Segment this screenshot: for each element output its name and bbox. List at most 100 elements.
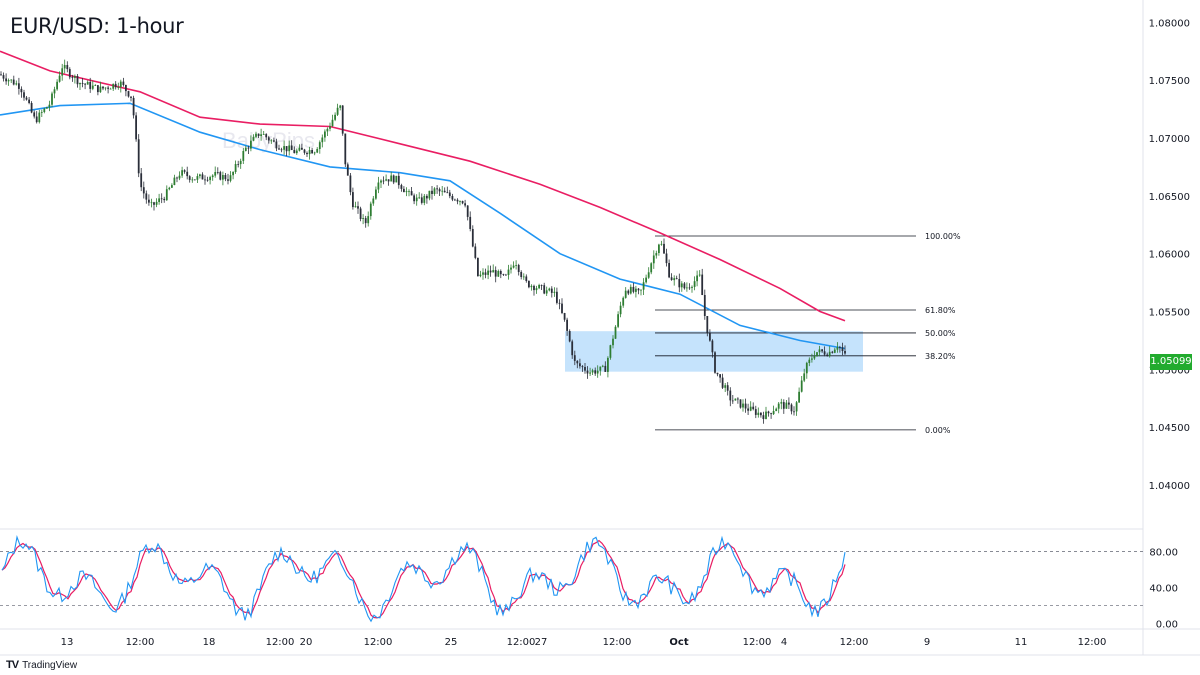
candle-body bbox=[137, 139, 140, 174]
candle-body bbox=[178, 175, 181, 179]
candle-body bbox=[594, 370, 597, 374]
candle-body bbox=[637, 288, 640, 291]
candle-body bbox=[107, 87, 109, 89]
candle-body bbox=[800, 380, 803, 392]
candle-body bbox=[734, 398, 737, 401]
candle-body bbox=[706, 316, 709, 333]
candle-body bbox=[749, 406, 752, 411]
candle-body bbox=[484, 272, 487, 275]
candle-body bbox=[601, 365, 604, 367]
candle-body bbox=[7, 80, 10, 82]
candle-body bbox=[678, 279, 681, 288]
candle-body bbox=[336, 107, 339, 115]
candle-body bbox=[206, 179, 209, 181]
candle-body bbox=[767, 411, 770, 414]
time-tick-label: 25 bbox=[445, 637, 458, 648]
candle-body bbox=[357, 206, 359, 209]
candle-body bbox=[397, 175, 400, 186]
candle-body bbox=[818, 349, 821, 353]
candle-body bbox=[579, 363, 581, 367]
fibonacci-retracement: 100.00% 61.80% 50.00% 38.20% 0.00% bbox=[655, 232, 961, 435]
candle-body bbox=[308, 150, 311, 155]
candle-body bbox=[239, 160, 242, 165]
time-tick-label: 12:00 bbox=[840, 637, 869, 648]
candle-body bbox=[612, 338, 614, 346]
candle-body bbox=[561, 303, 563, 313]
time-tick-label: 12:00 bbox=[603, 637, 632, 648]
candle-body bbox=[68, 69, 71, 78]
candle-body bbox=[696, 275, 698, 282]
candle-body bbox=[81, 83, 84, 84]
time-tick-label: 20 bbox=[300, 637, 313, 648]
candle-body bbox=[775, 408, 778, 412]
candle-body bbox=[668, 263, 670, 278]
candle-body bbox=[502, 274, 505, 275]
candle-body bbox=[533, 285, 535, 291]
candle-body bbox=[650, 263, 653, 273]
candle-body bbox=[0, 74, 2, 76]
candle-body bbox=[257, 133, 260, 136]
candle-body bbox=[754, 409, 757, 415]
candle-body bbox=[632, 286, 635, 292]
candle-body bbox=[66, 65, 69, 70]
candle-body bbox=[234, 164, 237, 172]
candle-body bbox=[349, 175, 352, 193]
candle-body bbox=[553, 291, 556, 293]
candle-body bbox=[663, 243, 665, 254]
candle-body bbox=[303, 149, 306, 153]
candle-body bbox=[329, 126, 331, 129]
candle-body bbox=[352, 192, 354, 208]
candle-body bbox=[229, 175, 232, 181]
candle-body bbox=[191, 179, 194, 181]
candle-body bbox=[214, 172, 217, 176]
candle-body bbox=[711, 340, 714, 353]
candle-body bbox=[609, 345, 612, 358]
candle-body bbox=[418, 197, 421, 199]
candle-body bbox=[346, 164, 349, 176]
candle-body bbox=[617, 314, 619, 327]
candle-body bbox=[683, 283, 686, 289]
candle-body bbox=[79, 83, 81, 85]
time-tick-label: 27 bbox=[535, 637, 548, 648]
candle-body bbox=[550, 288, 553, 293]
candle-body bbox=[183, 170, 186, 172]
price-tick-label: 1.06000 bbox=[1149, 250, 1190, 261]
candle-body bbox=[816, 352, 818, 356]
candle-body bbox=[339, 105, 342, 108]
candle-body bbox=[222, 175, 224, 180]
candle-body bbox=[716, 372, 719, 375]
candle-body bbox=[624, 290, 627, 298]
candle-body bbox=[372, 198, 375, 204]
candle-body bbox=[737, 398, 739, 400]
candle-body bbox=[701, 274, 704, 295]
candle-body bbox=[48, 104, 51, 108]
candle-body bbox=[566, 319, 568, 331]
candle-body bbox=[377, 182, 380, 190]
candle-body bbox=[306, 152, 308, 155]
candle-body bbox=[446, 192, 449, 194]
candle-body bbox=[451, 196, 454, 200]
candle-body bbox=[122, 81, 125, 85]
candle-body bbox=[607, 357, 609, 372]
candle-body bbox=[158, 198, 160, 202]
candle-body bbox=[522, 276, 525, 278]
fib-level-label: 38.20% bbox=[925, 352, 956, 361]
candle-body bbox=[290, 145, 293, 150]
candle-body bbox=[803, 373, 806, 381]
candle-body bbox=[459, 201, 461, 202]
candle-body bbox=[382, 180, 385, 182]
candle-body bbox=[216, 172, 219, 173]
time-tick-label: 9 bbox=[924, 637, 930, 648]
candle-body bbox=[438, 189, 441, 192]
candle-body bbox=[622, 297, 625, 306]
candle-body bbox=[280, 149, 283, 151]
price-tick-label: 1.06500 bbox=[1149, 192, 1190, 203]
candle-body bbox=[793, 411, 795, 413]
time-tick-label: Oct bbox=[669, 637, 688, 648]
candle-body bbox=[341, 105, 344, 134]
candle-body bbox=[204, 179, 206, 181]
candle-body bbox=[285, 146, 288, 152]
time-tick-label: 12:00 bbox=[266, 637, 295, 648]
current-price-tag: 1.05099 bbox=[1150, 354, 1192, 370]
candle-body bbox=[403, 188, 405, 193]
